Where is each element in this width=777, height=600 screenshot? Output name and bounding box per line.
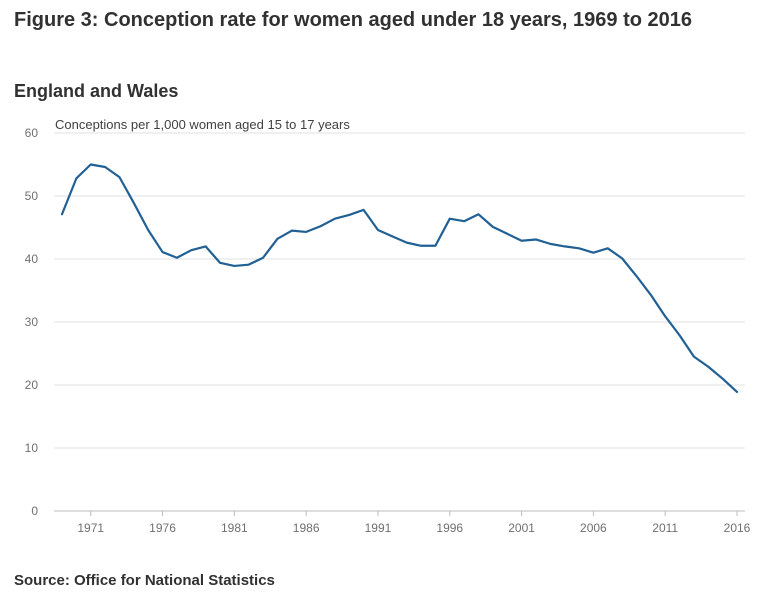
- series-line: [60, 163, 739, 394]
- line-chart: 0 10 20 30 40 50 60 Conceptions per 1,000 wome…: [25, 117, 751, 535]
- x-tick-label: 1996: [436, 521, 463, 535]
- data-point: [174, 255, 180, 261]
- data-point: [361, 207, 367, 213]
- data-point: [131, 200, 137, 206]
- data-point: [231, 263, 237, 269]
- x-tick-label: 1976: [149, 521, 176, 535]
- data-point: [619, 255, 625, 261]
- data-point: [590, 250, 596, 256]
- data-point: [217, 260, 223, 266]
- data-point: [662, 313, 668, 319]
- data-point: [303, 229, 309, 235]
- data-point: [734, 389, 740, 395]
- data-point: [116, 174, 122, 180]
- data-point: [432, 243, 438, 249]
- x-tick-label: 1981: [221, 521, 248, 535]
- data-point: [633, 273, 639, 279]
- x-tick-label: 2016: [724, 521, 751, 535]
- x-tick-label: 2001: [508, 521, 535, 535]
- data-point: [504, 231, 510, 237]
- data-point: [246, 262, 252, 268]
- data-point: [648, 292, 654, 298]
- data-point: [533, 236, 539, 242]
- data-point: [705, 364, 711, 370]
- y-tick-label: 0: [31, 504, 38, 518]
- x-tick-label: 1986: [293, 521, 320, 535]
- data-point: [188, 247, 194, 253]
- data-point: [691, 354, 697, 360]
- data-point: [332, 216, 338, 222]
- chart-subtitle: England and Wales: [14, 81, 179, 101]
- data-point: [59, 211, 65, 217]
- y-axis: 0 10 20 30 40 50 60: [25, 126, 39, 518]
- y-tick-label: 10: [25, 441, 39, 455]
- data-point: [418, 243, 424, 249]
- data-point: [289, 228, 295, 234]
- data-point: [475, 211, 481, 217]
- data-point: [203, 243, 209, 249]
- x-tick-label: 2006: [580, 521, 607, 535]
- y-tick-label: 20: [25, 378, 39, 392]
- series-layer: [59, 162, 740, 395]
- x-tick-label: 2011: [652, 521, 678, 535]
- data-point: [447, 216, 453, 222]
- data-point: [274, 236, 280, 242]
- x-tick-label: 1971: [77, 521, 104, 535]
- data-point: [576, 245, 582, 251]
- data-point: [461, 218, 467, 224]
- data-point: [73, 175, 79, 181]
- data-point: [145, 227, 151, 233]
- data-point: [389, 233, 395, 239]
- chart-title: Figure 3: Conception rate for women aged…: [14, 9, 692, 31]
- y-tick-label: 30: [25, 315, 39, 329]
- data-point: [160, 249, 166, 255]
- data-point: [547, 241, 553, 247]
- data-point: [375, 227, 381, 233]
- y-tick-label: 60: [25, 126, 39, 140]
- data-point: [404, 240, 410, 246]
- data-point: [720, 376, 726, 382]
- x-axis: 1971 1976 1981 1986 1991 1996 2001 2006 2011 2016: [77, 511, 751, 535]
- grid-lines: [54, 132, 745, 512]
- data-point: [346, 212, 352, 218]
- x-tick-label: 1991: [365, 521, 392, 535]
- data-point: [677, 332, 683, 338]
- data-point: [605, 245, 611, 251]
- data-point: [260, 255, 266, 261]
- y-tick-label: 50: [25, 189, 39, 203]
- data-point: [519, 238, 525, 244]
- data-point: [562, 243, 568, 249]
- data-point: [88, 162, 94, 168]
- data-point: [318, 223, 324, 229]
- y-tick-label: 40: [25, 252, 39, 266]
- data-point: [490, 224, 496, 230]
- source-note: Source: Office for National Statistics: [14, 572, 275, 589]
- data-point: [102, 164, 108, 170]
- y-axis-label: Conceptions per 1,000 women aged 15 to 1…: [55, 117, 350, 132]
